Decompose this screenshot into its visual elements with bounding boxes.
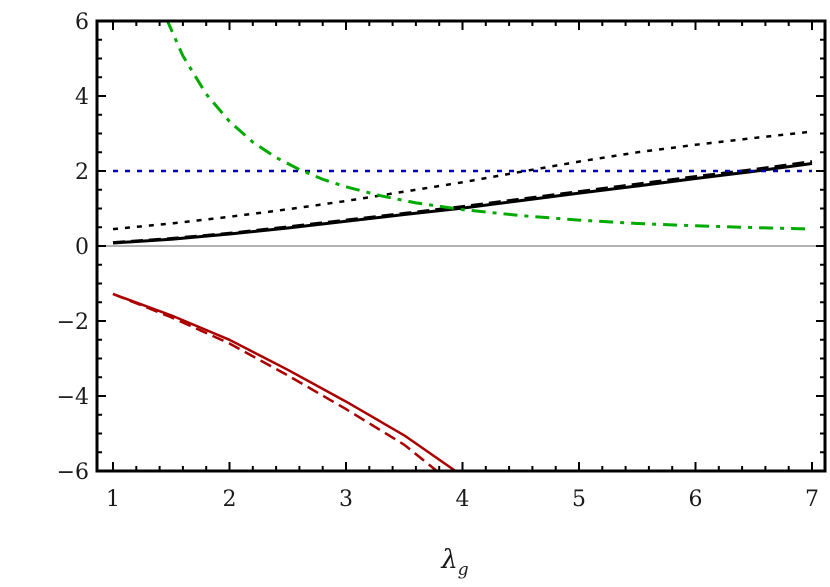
y-tick-label: −2 [57,310,89,335]
x-axis-label: λg [440,545,468,580]
x-tick-label: 6 [689,487,703,512]
x-tick-label: 1 [106,487,120,512]
plot-series [112,21,813,471]
axis-ticks [97,20,825,472]
y-tick-label: −4 [57,385,89,410]
series-red-dashed [112,292,438,471]
x-tick-label: 7 [805,487,819,512]
series-red-solid [112,292,457,471]
y-tick-labels: −6 −4 −2 0 2 4 6 [57,10,89,485]
y-tick-label: 0 [75,235,89,260]
x-tick-labels: 1 2 3 4 5 6 7 [106,487,819,512]
y-tick-label: −6 [57,460,89,485]
x-tick-label: 4 [456,487,470,512]
series-black-dotted [112,130,813,231]
y-tick-label: 2 [75,160,89,185]
series-green-dash-dot [165,21,813,231]
y-tick-label: 4 [75,85,89,110]
x-tick-label: 3 [339,487,353,512]
series-black-dashed [112,160,813,245]
x-tick-label: 2 [223,487,237,512]
x-tick-label: 5 [572,487,586,512]
y-tick-label: 6 [75,10,89,35]
